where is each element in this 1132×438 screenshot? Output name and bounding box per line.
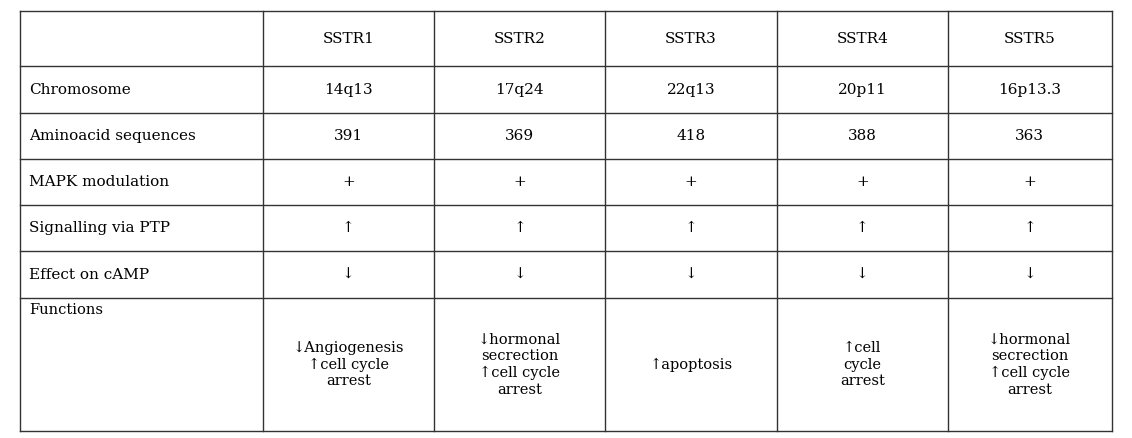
Text: ↑: ↑ <box>1023 221 1036 235</box>
Text: 369: 369 <box>505 129 534 143</box>
Text: ↓hormonal
secrection
↑cell cycle
arrest: ↓hormonal secrection ↑cell cycle arrest <box>478 332 561 397</box>
Text: ↓: ↓ <box>513 268 526 282</box>
Text: +: + <box>685 175 697 189</box>
Text: +: + <box>342 175 354 189</box>
Text: ↓: ↓ <box>685 268 697 282</box>
Text: SSTR5: SSTR5 <box>1004 32 1056 46</box>
Text: SSTR2: SSTR2 <box>494 32 546 46</box>
Text: 14q13: 14q13 <box>324 83 372 97</box>
Text: ↓: ↓ <box>342 268 354 282</box>
Text: SSTR3: SSTR3 <box>666 32 717 46</box>
Text: 16p13.3: 16p13.3 <box>998 83 1062 97</box>
Text: Functions: Functions <box>29 303 103 317</box>
Text: ↑: ↑ <box>856 221 868 235</box>
Text: 391: 391 <box>334 129 363 143</box>
Text: SSTR4: SSTR4 <box>837 32 889 46</box>
Text: 20p11: 20p11 <box>838 83 886 97</box>
Text: 363: 363 <box>1015 129 1045 143</box>
Text: Signalling via PTP: Signalling via PTP <box>29 221 171 235</box>
Text: ↑cell
cycle
arrest: ↑cell cycle arrest <box>840 341 885 389</box>
Text: +: + <box>856 175 868 189</box>
Text: ↓hormonal
secrection
↑cell cycle
arrest: ↓hormonal secrection ↑cell cycle arrest <box>988 332 1071 397</box>
Text: SSTR1: SSTR1 <box>323 32 375 46</box>
Text: Effect on cAMP: Effect on cAMP <box>29 268 149 282</box>
Text: +: + <box>1023 175 1036 189</box>
Text: 17q24: 17q24 <box>496 83 544 97</box>
Text: Chromosome: Chromosome <box>29 83 131 97</box>
Text: +: + <box>513 175 526 189</box>
Text: ↓: ↓ <box>856 268 868 282</box>
Text: Aminoacid sequences: Aminoacid sequences <box>29 129 196 143</box>
Text: MAPK modulation: MAPK modulation <box>29 175 170 189</box>
Text: ↓Angiogenesis
↑cell cycle
arrest: ↓Angiogenesis ↑cell cycle arrest <box>292 341 404 389</box>
Text: ↑: ↑ <box>685 221 697 235</box>
Text: 22q13: 22q13 <box>667 83 715 97</box>
Text: ↑apoptosis: ↑apoptosis <box>650 357 732 372</box>
Text: ↑: ↑ <box>342 221 354 235</box>
Text: ↓: ↓ <box>1023 268 1036 282</box>
Text: 418: 418 <box>677 129 705 143</box>
Text: ↑: ↑ <box>513 221 526 235</box>
Text: 388: 388 <box>848 129 876 143</box>
